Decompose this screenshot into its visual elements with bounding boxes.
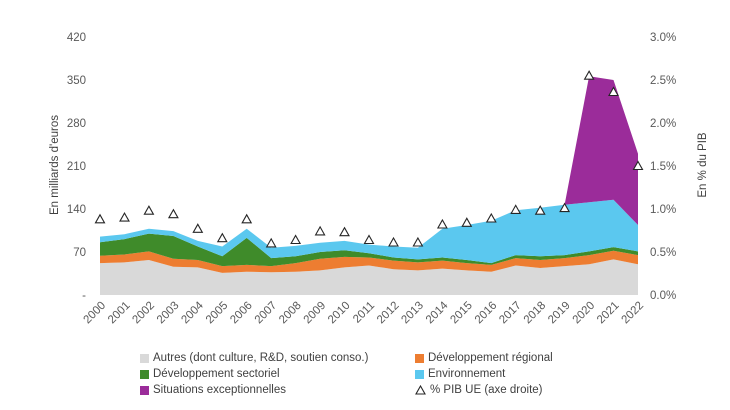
gdp-marker bbox=[436, 218, 448, 229]
gdp-marker bbox=[290, 234, 302, 245]
y-tick-label: 420 bbox=[67, 32, 86, 44]
legend-label-autres: Autres (dont culture, R&D, soutien conso… bbox=[153, 352, 369, 364]
gdp-marker bbox=[583, 70, 595, 80]
y2-tick-label: 2.5% bbox=[650, 75, 676, 87]
x-tick-label: 2006 bbox=[228, 300, 255, 327]
y2-tick-label: 2.0% bbox=[650, 118, 676, 130]
legend-swatch-environnement bbox=[415, 369, 424, 379]
legend-row: Autres (dont culture, R&D, soutien conso… bbox=[140, 350, 610, 366]
y-tick-label: 350 bbox=[67, 75, 86, 87]
y2-tick-label: 0.5% bbox=[650, 247, 676, 259]
y-tick-label: - bbox=[82, 290, 86, 302]
x-tick-label: 2012 bbox=[375, 300, 402, 327]
legend-swatch-exceptionnelles bbox=[140, 385, 149, 395]
gdp-marker bbox=[167, 208, 179, 219]
gdp-marker bbox=[412, 236, 424, 247]
gdp-marker bbox=[485, 212, 497, 223]
x-tick-label: 2003 bbox=[155, 300, 182, 327]
legend-swatch-autres bbox=[140, 353, 149, 363]
legend-item-regional: Développement régional bbox=[415, 352, 610, 364]
y-tick-label: 70 bbox=[73, 247, 86, 259]
y-tick-label: 210 bbox=[67, 161, 86, 173]
x-tick-label: 2008 bbox=[277, 300, 304, 327]
x-tick-label: 2017 bbox=[497, 300, 524, 327]
gdp-marker bbox=[608, 86, 619, 97]
y-tick-label: 280 bbox=[67, 118, 86, 130]
legend: Autres (dont culture, R&D, soutien conso… bbox=[140, 350, 610, 398]
gdp-marker bbox=[461, 217, 473, 227]
gdp-marker bbox=[559, 202, 571, 213]
y2-tick-label: 1.5% bbox=[650, 161, 676, 173]
x-axis-ticks: 2000200120022003200420052006200720082009… bbox=[82, 299, 647, 326]
area-series-3 bbox=[100, 199, 638, 264]
x-tick-label: 2009 bbox=[302, 300, 329, 327]
x-tick-label: 2002 bbox=[130, 300, 157, 327]
legend-item-pib: % PIB UE (axe droite) bbox=[415, 384, 610, 396]
legend-label-pib: % PIB UE (axe droite) bbox=[430, 384, 543, 396]
x-tick-label: 2001 bbox=[106, 300, 133, 327]
legend-item-sectoriel: Développement sectoriel bbox=[140, 368, 415, 380]
left-axis-ticks: - 70 140 210 280 350 420 bbox=[67, 32, 86, 302]
x-tick-label: 2010 bbox=[326, 300, 353, 327]
x-tick-label: 2021 bbox=[595, 300, 622, 327]
legend-label-regional: Développement régional bbox=[428, 352, 553, 364]
y-tick-label: 140 bbox=[67, 204, 86, 216]
gdp-marker bbox=[265, 237, 277, 248]
legend-label-exceptionnelles: Situations exceptionnelles bbox=[153, 384, 286, 396]
x-tick-label: 2019 bbox=[546, 300, 573, 327]
x-tick-label: 2022 bbox=[620, 300, 647, 327]
gdp-marker bbox=[363, 234, 375, 245]
gdp-marker bbox=[94, 213, 106, 224]
legend-swatch-sectoriel bbox=[140, 369, 149, 379]
area-series-0 bbox=[100, 259, 638, 295]
x-tick-label: 2011 bbox=[351, 300, 377, 326]
gdp-marker bbox=[216, 232, 228, 243]
legend-item-exceptionnelles: Situations exceptionnelles bbox=[140, 384, 415, 396]
x-tick-label: 2016 bbox=[473, 300, 500, 327]
gdp-marker bbox=[241, 213, 253, 224]
triangle-marker-icon bbox=[415, 385, 426, 395]
gdp-marker bbox=[632, 160, 644, 171]
x-tick-label: 2013 bbox=[399, 300, 426, 327]
gdp-marker bbox=[143, 205, 155, 215]
legend-item-environnement: Environnement bbox=[415, 368, 610, 380]
left-axis-title: En milliards d'euros bbox=[49, 115, 61, 215]
area-series-2 bbox=[100, 233, 638, 267]
legend-swatch-regional bbox=[415, 353, 424, 363]
legend-item-autres: Autres (dont culture, R&D, soutien conso… bbox=[140, 352, 415, 364]
x-tick-label: 2018 bbox=[522, 300, 549, 327]
x-tick-label: 2014 bbox=[424, 299, 451, 326]
x-tick-label: 2007 bbox=[253, 300, 280, 327]
legend-row: Développement sectoriel Environnement bbox=[140, 366, 610, 382]
legend-label-environnement: Environnement bbox=[428, 368, 506, 380]
legend-label-sectoriel: Développement sectoriel bbox=[153, 368, 280, 380]
right-axis-ticks: 0.0% 0.5% 1.0% 1.5% 2.0% 2.5% 3.0% bbox=[650, 32, 676, 302]
y2-tick-label: 1.0% bbox=[650, 204, 676, 216]
gdp-markers bbox=[94, 70, 644, 248]
x-tick-label: 2000 bbox=[82, 300, 109, 327]
stacked-areas bbox=[100, 76, 638, 295]
gdp-marker bbox=[119, 211, 130, 222]
area-series-1 bbox=[100, 250, 638, 273]
gdp-marker bbox=[314, 225, 326, 236]
legend-row: Situations exceptionnelles % PIB UE (axe… bbox=[140, 382, 610, 398]
y2-tick-label: 0.0% bbox=[650, 290, 676, 302]
right-axis-title: En % du PIB bbox=[697, 132, 709, 198]
x-tick-label: 2015 bbox=[448, 300, 475, 327]
gdp-marker bbox=[339, 226, 350, 237]
gdp-marker bbox=[388, 236, 399, 247]
x-tick-label: 2004 bbox=[179, 299, 206, 326]
x-tick-label: 2020 bbox=[571, 300, 598, 327]
gdp-marker bbox=[192, 223, 204, 233]
x-tick-label: 2005 bbox=[204, 300, 231, 327]
gdp-marker bbox=[534, 205, 546, 215]
gdp-marker bbox=[510, 204, 522, 214]
y2-tick-label: 3.0% bbox=[650, 32, 676, 44]
